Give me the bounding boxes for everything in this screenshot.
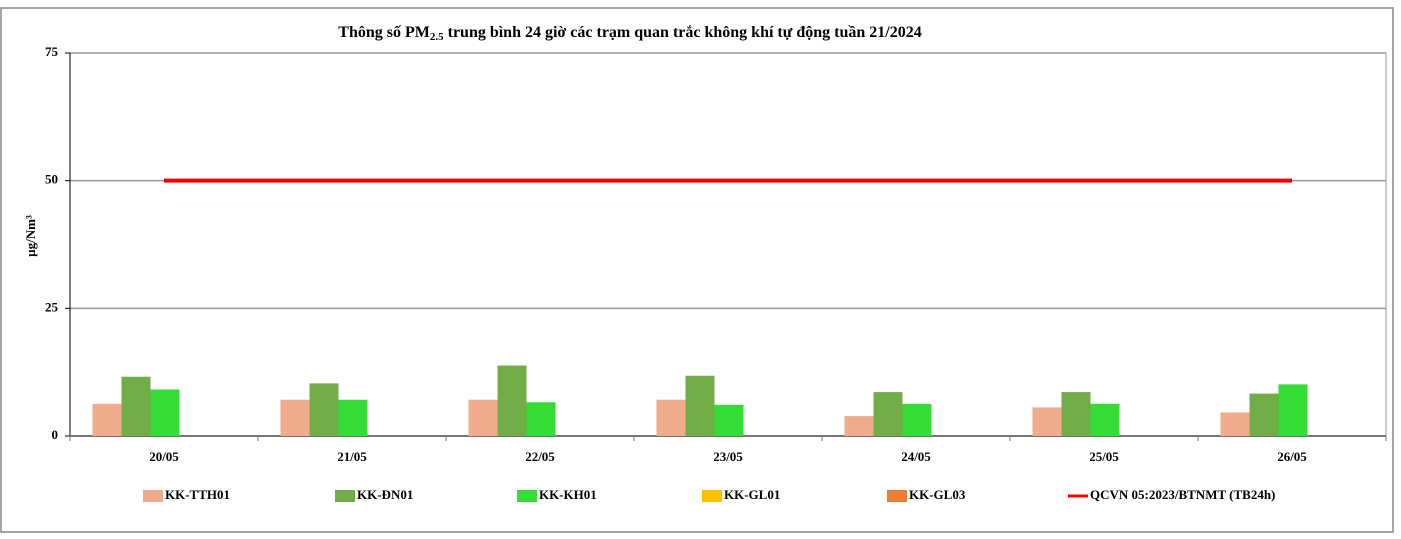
x-tick-label: 23/05 <box>713 449 743 464</box>
x-tick-label: 20/05 <box>149 449 179 464</box>
bar <box>1032 407 1062 436</box>
bar <box>844 416 874 436</box>
x-tick-label: 22/05 <box>525 449 555 464</box>
legend-marker <box>517 490 537 502</box>
legend-label: KK-KH01 <box>539 487 597 502</box>
y-tick-label: 0 <box>52 427 59 442</box>
chart-title: Thông số PM2.5 trung bình 24 giờ các trạ… <box>338 24 921 43</box>
bar <box>902 403 932 436</box>
bar <box>1090 403 1120 436</box>
bar <box>309 383 339 436</box>
bar <box>92 403 122 436</box>
bar <box>526 402 556 436</box>
legend-marker <box>702 490 722 502</box>
legend-marker <box>887 490 907 502</box>
bar <box>497 365 527 436</box>
title-subscript: 2.5 <box>430 31 444 43</box>
title-text: trung bình 24 giờ các trạm quan trắc khô… <box>444 24 922 41</box>
legend-label: KK-TTH01 <box>165 487 230 502</box>
bar <box>1278 384 1308 436</box>
bar <box>338 399 368 436</box>
x-tick-label: 21/05 <box>337 449 367 464</box>
legend-label: QCVN 05:2023/BTNMT (TB24h) <box>1090 487 1275 502</box>
bar <box>121 376 151 436</box>
x-tick-label: 24/05 <box>901 449 931 464</box>
legend-marker <box>335 490 355 502</box>
y-tick-label: 25 <box>45 299 59 314</box>
bar <box>714 404 744 436</box>
bar <box>1220 412 1250 436</box>
bar <box>150 389 180 436</box>
x-tick-label: 26/05 <box>1277 449 1307 464</box>
bar <box>1249 393 1279 436</box>
legend-marker <box>143 490 163 502</box>
bar <box>1061 392 1091 436</box>
legend-label: KK-GL03 <box>909 487 966 502</box>
bar <box>656 399 686 436</box>
x-tick-label: 25/05 <box>1089 449 1119 464</box>
title-text: Thông số PM <box>338 24 430 41</box>
y-axis-label: µg/Nm³ <box>23 215 38 257</box>
bar <box>685 375 715 436</box>
bar <box>873 392 903 436</box>
legend-label: KK-ĐN01 <box>357 487 413 502</box>
bar <box>280 399 310 436</box>
legend-label: KK-GL01 <box>724 487 780 502</box>
y-tick-label: 75 <box>45 44 59 59</box>
y-tick-label: 50 <box>45 172 58 187</box>
bar <box>468 399 498 436</box>
chart-border <box>0 7 1394 533</box>
